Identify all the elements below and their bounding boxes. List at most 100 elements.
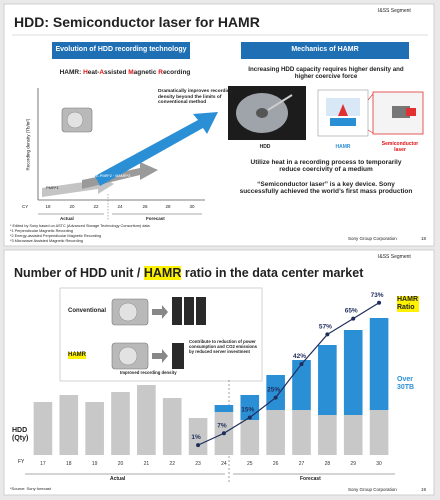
server-icon xyxy=(172,297,182,325)
point xyxy=(247,415,252,420)
point: Utilize heat in a recording process to t… xyxy=(250,159,402,174)
slide-title: HDD: Semiconductor laser for HAMR xyxy=(14,14,260,30)
x-tick-label: 30 xyxy=(189,204,195,209)
text: R xyxy=(158,69,163,76)
arrow-label: E-PMR*2 · MAMR*3 xyxy=(96,174,131,178)
bar xyxy=(318,415,337,455)
laser-photo xyxy=(392,106,410,118)
inset-label: Conventional xyxy=(68,308,107,314)
data-label: 25% xyxy=(267,387,280,394)
x-tick-label: 18 xyxy=(66,461,72,467)
source: *Source: Sony forecast xyxy=(10,486,51,491)
x-axis-label: FY xyxy=(18,459,25,465)
x-tick-label: 23 xyxy=(195,461,201,467)
point xyxy=(325,332,330,337)
hamr-diagram xyxy=(338,104,348,116)
bar xyxy=(343,330,363,415)
data-label: 42% xyxy=(293,353,306,360)
x-tick-label: 19 xyxy=(92,461,98,467)
legend-bar: Over 30TB xyxy=(397,376,415,392)
inset-box xyxy=(59,287,263,382)
section-header: Evolution of HDD recording technology xyxy=(52,42,190,59)
text: ssisted xyxy=(104,69,129,76)
section-header: Mechanics of HAMR xyxy=(241,42,409,59)
x-tick-label: 28 xyxy=(325,461,331,467)
image-label: HDD xyxy=(259,144,271,150)
intro: Increasing HDD capacity requires higher … xyxy=(248,66,404,81)
server-icon xyxy=(196,297,206,325)
logo: I&SS Segment xyxy=(378,254,411,260)
connector xyxy=(367,93,374,101)
line xyxy=(197,302,380,446)
arrow xyxy=(95,112,218,186)
bar xyxy=(240,420,260,455)
arrow-label: PMR*1 xyxy=(46,185,59,190)
point xyxy=(196,443,201,448)
text: HAMR xyxy=(143,266,182,280)
x-tick-label: 25 xyxy=(247,461,253,467)
text: ratio in the data center market xyxy=(181,266,364,280)
footnote: *3 Microwave Assisted Magnetic Recording xyxy=(10,238,83,243)
server-icon xyxy=(184,297,194,325)
bar xyxy=(318,345,337,415)
data-label: 7% xyxy=(217,422,227,429)
slide-title: Number of HDD unit / HAMR ratio in the d… xyxy=(14,266,363,280)
point xyxy=(377,300,382,305)
text: agnetic xyxy=(133,69,159,76)
x-tick-label: 20 xyxy=(69,204,75,209)
x-tick-label: 21 xyxy=(144,461,150,467)
page-number: 18 xyxy=(421,236,427,241)
footer: Sony Group Corporation xyxy=(348,487,397,492)
hdd-icon xyxy=(118,302,138,322)
server-icon xyxy=(172,343,184,369)
arrow xyxy=(152,349,168,363)
text: H xyxy=(83,69,88,76)
point xyxy=(221,431,226,436)
x-tick-label: 29 xyxy=(350,461,356,467)
bar xyxy=(111,392,130,455)
hdd-icon xyxy=(118,346,138,366)
period-label: Actual xyxy=(110,476,126,482)
footnotes: * Edited by Sony based on ASTC (Advanced… xyxy=(10,224,150,244)
page-number: 19 xyxy=(421,487,427,492)
point xyxy=(273,395,278,400)
x-tick-label: 27 xyxy=(299,461,305,467)
image-label: HAMR xyxy=(335,144,351,150)
bar xyxy=(343,415,363,455)
x-tick-label: 26 xyxy=(142,204,148,209)
text: HAMR: xyxy=(59,69,84,76)
bar xyxy=(188,418,208,455)
x-tick-label: 30 xyxy=(376,461,382,467)
inset-text: Contribute to reduction of power consump… xyxy=(189,339,258,354)
x-tick-label: 20 xyxy=(118,461,124,467)
data-label: 1% xyxy=(191,434,201,441)
footnote: *2 Energy-assisted Perpendicular Magneti… xyxy=(10,233,102,238)
bar xyxy=(162,398,182,455)
x-tick-label: 22 xyxy=(93,204,99,209)
data-label: 73% xyxy=(371,292,384,299)
legend-line: HAMR Ratio xyxy=(397,296,419,313)
bar xyxy=(266,410,285,455)
x-tick-label: 22 xyxy=(169,461,175,467)
logo: I&SS Segment xyxy=(378,8,411,14)
hamr-diagram xyxy=(330,118,356,126)
period-label: Actual xyxy=(60,216,74,221)
inset-text: Improved recording density xyxy=(120,370,177,375)
hdd-photo xyxy=(256,108,268,118)
arrow xyxy=(152,305,168,319)
bar xyxy=(292,410,311,455)
data-label: 57% xyxy=(319,323,332,330)
text: ecording xyxy=(162,69,191,76)
point: “Semiconductor laser” is a key device. S… xyxy=(239,181,413,196)
connector xyxy=(367,129,374,134)
image-label: Semiconductor laser xyxy=(381,141,419,153)
hdd-photo xyxy=(267,94,293,111)
data-label: 15% xyxy=(241,406,254,413)
x-tick-label: 24 xyxy=(117,204,123,209)
hdd-icon xyxy=(66,111,84,129)
data-label: 65% xyxy=(345,308,358,315)
point xyxy=(299,362,304,367)
footer: Sony Group Corporation xyxy=(348,236,397,241)
x-tick-label: 24 xyxy=(221,461,227,467)
